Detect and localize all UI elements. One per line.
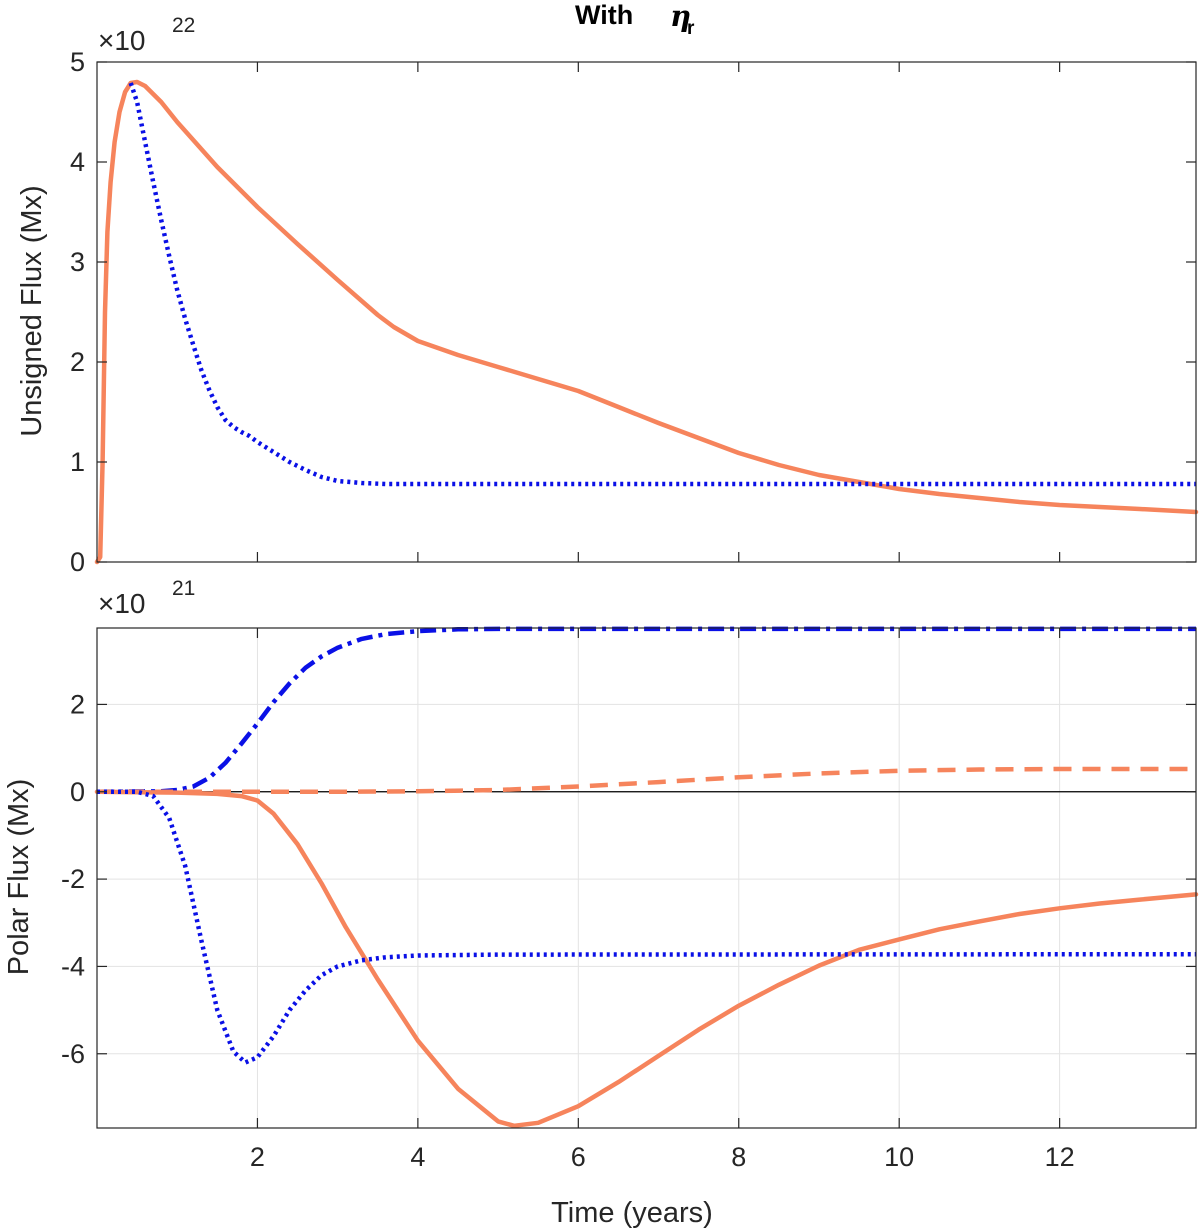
unsigned-series [94,79,1199,565]
polar-y-tick-label: 2 [70,689,85,719]
polar-x-tick-label: 8 [731,1142,746,1172]
polar-exponent-base: ×10 [98,588,146,619]
polar-axes-frame [96,627,1197,1129]
polar-series-blue-dotted [97,789,1197,1065]
unsigned-y-tick-label: 1 [70,447,85,477]
polar-series-orange-dashed [97,766,1196,795]
unsigned-series-blue-dotted [128,82,1196,487]
unsigned-y-tick-label: 2 [70,347,85,377]
polar-flux-panel: -6 -4 -2 0 2 2 4 6 8 10 12 ×10 21 Polar Flux (Mx)… [3,577,1199,1229]
polar-y-tick-label: -6 [61,1039,85,1069]
title-text: With [575,0,633,30]
polar-ticks [97,628,1196,1128]
unsigned-y-tick-label: 0 [70,547,85,577]
polar-x-tick-label: 6 [571,1142,586,1172]
title-symbol: η [670,0,691,33]
unsigned-y-tick-label: 4 [70,147,85,177]
title-subscript: r [687,18,695,39]
polar-y-tick-label: 0 [70,777,85,807]
unsigned-axes-frame [96,61,1197,563]
unsigned-flux-panel: 0 1 2 3 4 5 ×10 22 Unsigned Flux (Mx) [16,14,1199,577]
figure-title: With η r [575,0,695,39]
polar-grid [97,628,1196,1128]
unsigned-exponent-base: ×10 [98,25,146,56]
polar-series-blue-dash-dot [96,626,1196,795]
polar-y-tick-label: -2 [61,864,85,894]
polar-x-tick-label: 4 [410,1142,425,1172]
unsigned-y-tick-label: 3 [70,247,85,277]
unsigned-ticks [97,61,1196,563]
polar-series-orange-solid [94,789,1199,1129]
unsigned-y-axis-label: Unsigned Flux (Mx) [16,185,48,436]
unsigned-exponent: ×10 22 [98,14,195,56]
polar-x-tick-labels: 2 4 6 8 10 12 [250,1142,1075,1172]
polar-y-tick-label: -4 [61,951,85,981]
polar-y-axis-label: Polar Flux (Mx) [3,779,35,976]
polar-x-tick-label: 12 [1045,1142,1075,1172]
polar-series [94,626,1199,1129]
unsigned-y-tick-label: 5 [70,47,85,77]
polar-x-tick-label: 2 [250,1142,265,1172]
polar-exponent: ×10 21 [98,577,195,619]
unsigned-y-tick-labels: 0 1 2 3 4 5 [70,47,85,577]
unsigned-exponent-power: 22 [172,14,195,37]
polar-x-tick-label: 10 [884,1142,914,1172]
unsigned-series-orange-solid [94,79,1199,565]
x-axis-label: Time (years) [551,1197,713,1229]
polar-y-tick-labels: -6 -4 -2 0 2 [61,689,85,1068]
polar-exponent-power: 21 [172,577,195,600]
